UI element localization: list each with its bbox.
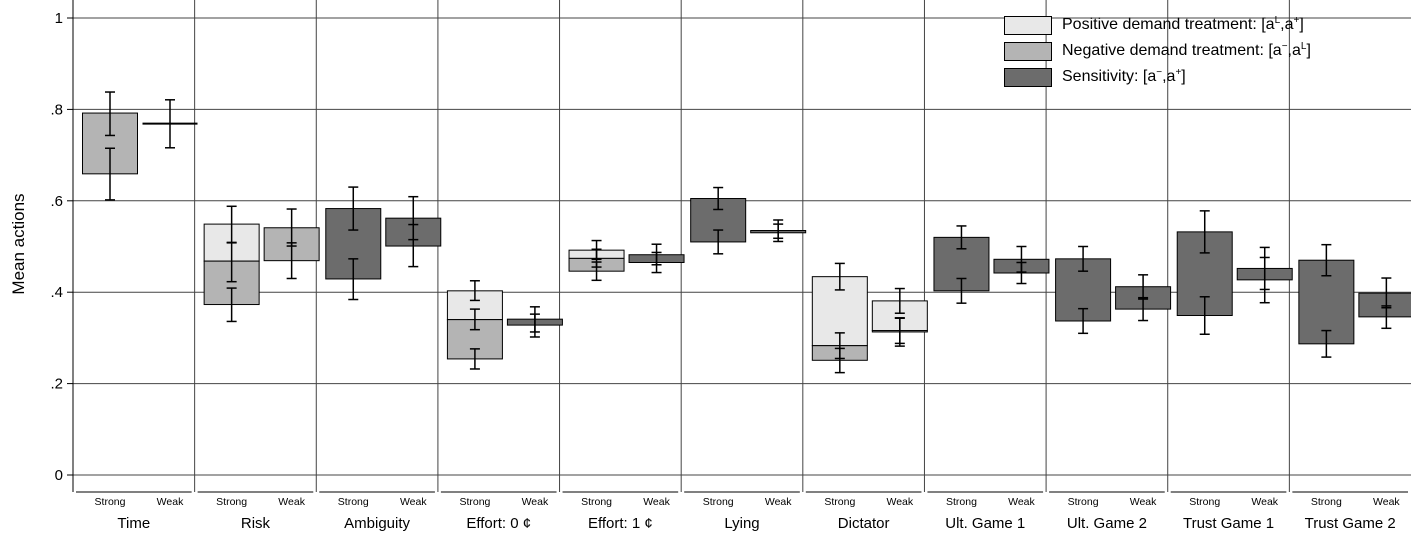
chart-grid [73, 17, 1411, 476]
x-condition-label: Strong [946, 496, 977, 508]
x-condition-label: Strong [95, 496, 126, 508]
x-condition-label: Strong [824, 496, 855, 508]
y-tick-label: .6 [50, 193, 63, 210]
x-condition-label: Strong [216, 496, 247, 508]
x-category-label: Trust Game 1 [1183, 515, 1274, 532]
x-category-label: Ult. Game 1 [945, 515, 1025, 532]
y-tick-label: 1 [55, 10, 63, 27]
x-condition-label: Weak [157, 496, 184, 508]
x-category-label: Dictator [838, 515, 890, 532]
chart-bars [82, 91, 1411, 374]
x-category-label: Lying [724, 515, 759, 532]
legend-item-sensitivity: Sensitivity: [a−,a+] [1004, 66, 1394, 92]
x-condition-label: Weak [400, 496, 427, 508]
legend-label-positive: Positive demand treatment: [aL,a+] [1062, 15, 1304, 34]
x-condition-label: Strong [338, 496, 369, 508]
x-category-label: Ambiguity [344, 515, 410, 532]
legend-swatch-positive [1004, 16, 1052, 35]
x-condition-label: Weak [886, 496, 913, 508]
x-condition-label: Weak [1373, 496, 1400, 508]
x-category-label: Risk [241, 515, 271, 532]
y-tick-label: .2 [50, 376, 63, 393]
x-condition-label: Strong [581, 496, 612, 508]
x-category-label: Trust Game 2 [1305, 515, 1396, 532]
x-category-label: Ult. Game 2 [1067, 515, 1147, 532]
y-axis-label: Mean actions [9, 193, 28, 294]
legend-item-positive: Positive demand treatment: [aL,a+] [1004, 14, 1394, 40]
x-condition-label: Strong [1189, 496, 1220, 508]
x-condition-label: Weak [1130, 496, 1157, 508]
x-condition-label: Strong [703, 496, 734, 508]
y-tick-label: 0 [55, 467, 63, 484]
bar-sensitivity [1358, 292, 1411, 318]
legend-swatch-sensitivity [1004, 68, 1052, 87]
x-category-label: Effort: 1 ¢ [588, 515, 653, 532]
x-condition-label: Strong [459, 496, 490, 508]
legend-swatch-negative [1004, 42, 1052, 61]
x-condition-label: Strong [1311, 496, 1342, 508]
x-condition-label: Weak [765, 496, 792, 508]
y-tick-label: .4 [50, 284, 63, 301]
legend-label-sensitivity: Sensitivity: [a−,a+] [1062, 67, 1186, 86]
chart-legend: Positive demand treatment: [aL,a+] Negat… [1004, 14, 1394, 92]
x-condition-label: Weak [278, 496, 305, 508]
x-condition-label: Weak [643, 496, 670, 508]
x-category-label: Time [117, 515, 150, 532]
x-condition-label: Weak [1251, 496, 1278, 508]
x-condition-label: Weak [1008, 496, 1035, 508]
legend-label-negative: Negative demand treatment: [a−,aL] [1062, 41, 1311, 60]
x-condition-label: Strong [1068, 496, 1099, 508]
x-condition-label: Weak [522, 496, 549, 508]
x-category-label: Effort: 0 ¢ [466, 515, 531, 532]
chart-axes: 0 .2 .4 .6 .8 1 Time Strong Weak Risk Strong Weak Am… [50, 0, 1408, 532]
y-tick-label: .8 [50, 101, 63, 118]
legend-item-negative: Negative demand treatment: [a−,aL] [1004, 40, 1394, 66]
